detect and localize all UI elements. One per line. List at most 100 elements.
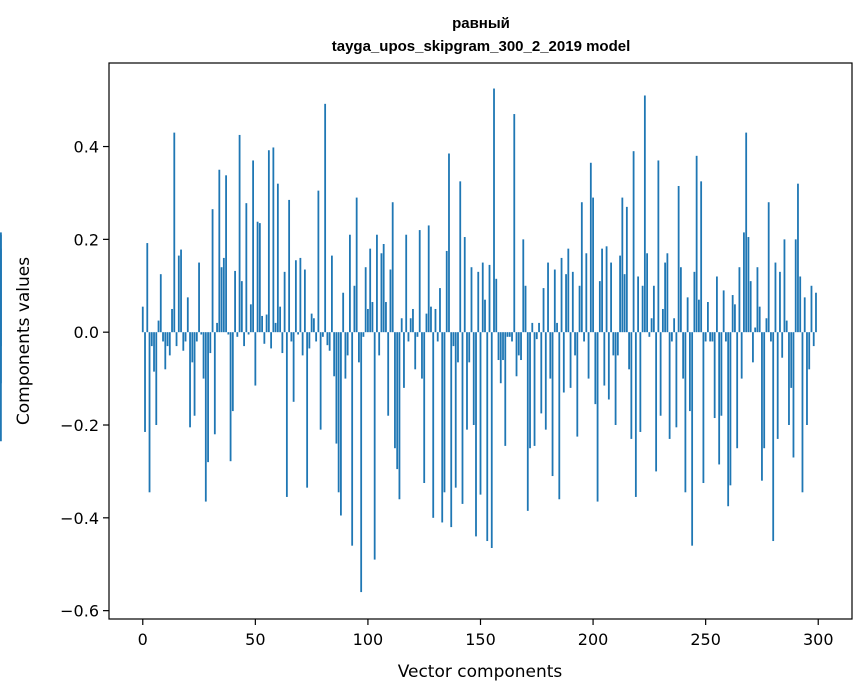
- bar-80: [321, 332, 324, 337]
- x-axis-ticks: 0 50 100 150 200 250 300: [138, 619, 834, 649]
- bar-257: [720, 332, 723, 416]
- bar-167: [517, 332, 520, 356]
- bar-216: [628, 332, 630, 370]
- bar-245: [693, 271, 696, 333]
- bar-65: [288, 199, 291, 333]
- bar-134: [443, 332, 446, 493]
- bar-23: [193, 332, 196, 416]
- bar-32: [213, 332, 216, 435]
- bar-213: [621, 197, 624, 333]
- bar-215: [625, 206, 628, 333]
- bar-36: [222, 257, 225, 333]
- bar-234: [668, 332, 671, 439]
- bar-153: [486, 332, 489, 542]
- bar-255: [716, 276, 718, 333]
- bar-157: [495, 278, 498, 333]
- bar-294: [803, 297, 806, 333]
- bar-172: [529, 332, 531, 449]
- bar-203: [598, 281, 601, 333]
- bar-54: [263, 332, 266, 344]
- bar-57: [270, 332, 273, 349]
- bar-116: [403, 332, 405, 388]
- bar-219: [634, 332, 637, 497]
- bar-201: [594, 332, 597, 405]
- bar-62: [281, 332, 284, 354]
- bar-173: [531, 322, 534, 333]
- bar-204: [601, 248, 603, 333]
- bar-161: [504, 332, 507, 446]
- bar-270: [749, 281, 752, 333]
- bar-211: [616, 332, 619, 356]
- bar-250: [704, 332, 707, 342]
- bar-231: [661, 308, 664, 333]
- bar-282: [776, 332, 779, 439]
- bar-49: [252, 160, 254, 333]
- y-tick-label: −0.6: [60, 602, 99, 621]
- bar-46: [245, 203, 248, 333]
- y-axis-label: Components values: [14, 257, 34, 425]
- bar-103: [373, 332, 376, 560]
- bar-247: [698, 299, 700, 333]
- bar-35: [220, 267, 223, 333]
- bar-189: [567, 248, 570, 333]
- bar-95: [355, 197, 358, 333]
- bar-121: [414, 332, 417, 370]
- bar-143: [463, 237, 466, 333]
- bar-102: [371, 302, 374, 333]
- bar-149: [477, 271, 480, 333]
- bar-91: [346, 332, 349, 356]
- bar-158: [497, 332, 500, 361]
- bar-105: [378, 332, 381, 356]
- bar-61: [279, 306, 282, 333]
- bar-249: [702, 332, 705, 484]
- bar-185: [558, 332, 561, 500]
- bar-130: [434, 308, 437, 333]
- bar-93: [351, 332, 354, 546]
- bar-145: [468, 332, 471, 363]
- bar-59: [274, 322, 277, 333]
- bar-166: [515, 332, 518, 377]
- bar-99: [364, 267, 367, 333]
- bar-221: [639, 332, 642, 432]
- bar-237: [675, 332, 678, 428]
- bar-290: [794, 239, 797, 333]
- bar-295: [806, 332, 808, 425]
- bar-206: [605, 246, 608, 333]
- bar-193: [576, 332, 579, 437]
- bar-235: [670, 332, 673, 342]
- bar-164: [511, 332, 513, 342]
- bar-298: [812, 332, 815, 347]
- bar-285: [783, 239, 786, 333]
- bar-112: [394, 332, 396, 449]
- bar-236: [673, 318, 676, 333]
- bar-240: [682, 332, 685, 379]
- bar-114: [398, 332, 401, 500]
- bar-159: [499, 332, 502, 384]
- bar-119: [409, 318, 412, 333]
- bar-1: [144, 332, 146, 432]
- bar-226: [650, 318, 653, 333]
- bar-266: [740, 332, 743, 379]
- y-tick-label: −0.2: [60, 416, 99, 435]
- bar-222: [641, 285, 644, 333]
- bar-187: [562, 332, 565, 393]
- bar-258: [722, 290, 725, 333]
- bar-55: [265, 314, 268, 333]
- bar-253: [711, 332, 714, 342]
- bar-175: [535, 332, 538, 340]
- bar-304: [0, 232, 2, 333]
- bar-291: [797, 183, 799, 333]
- bar-28: [204, 332, 207, 502]
- bar-10: [164, 332, 167, 370]
- bar-115: [400, 318, 403, 333]
- chart-subtitle: tayga_upos_skipgram_300_2_2019 model: [332, 38, 631, 55]
- bar-118: [407, 332, 410, 342]
- bar-44: [240, 281, 243, 333]
- bar-53: [261, 315, 263, 333]
- bar-279: [770, 332, 772, 342]
- bar-77: [315, 332, 318, 342]
- bar-104: [376, 234, 378, 333]
- bar-262: [731, 295, 734, 333]
- bar-177: [540, 332, 543, 414]
- bar-127: [427, 225, 430, 333]
